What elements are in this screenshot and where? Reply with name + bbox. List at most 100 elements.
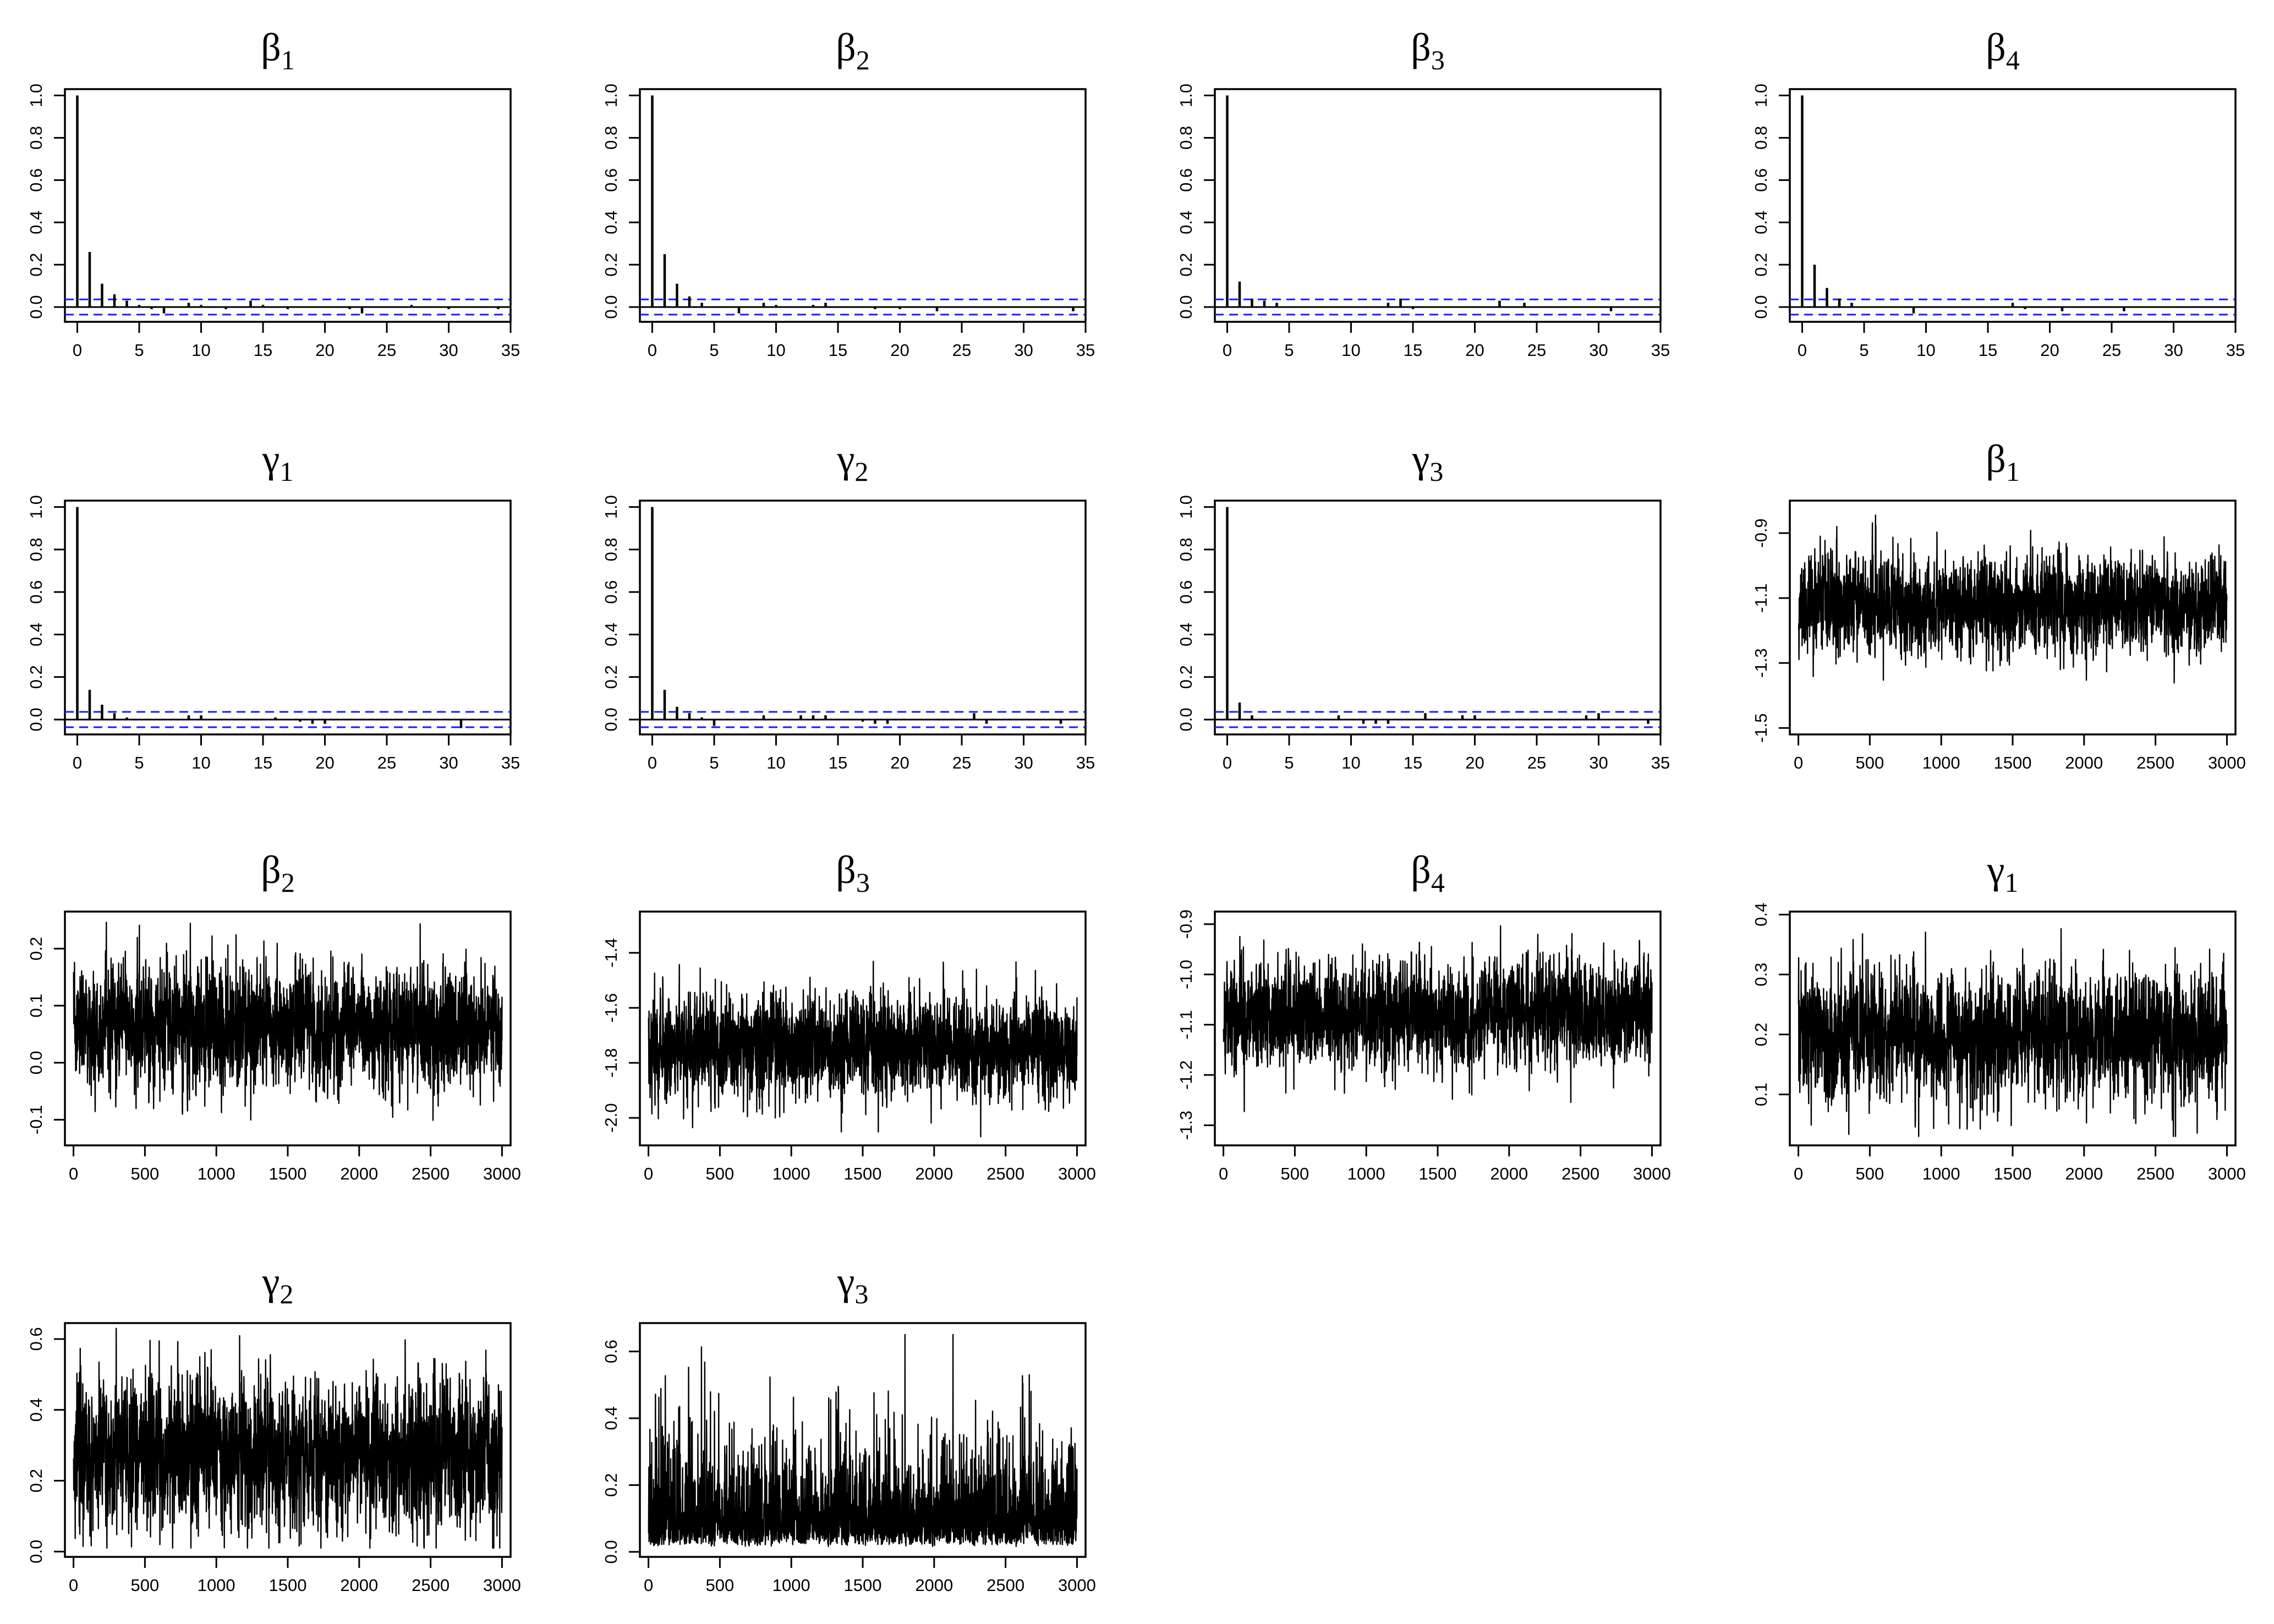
x-tick-label: 1500: [1419, 1164, 1457, 1183]
panel-title: β4: [1986, 25, 2020, 75]
x-tick-label: 0: [1798, 341, 1807, 360]
x-tick-label: 30: [1014, 753, 1033, 772]
x-tick-label: 3000: [2208, 1164, 2246, 1183]
y-tick-label: 0.8: [26, 126, 46, 150]
x-tick-label: 1500: [269, 1164, 307, 1183]
x-tick-label: 35: [1076, 753, 1095, 772]
x-tick-label: 5: [1284, 753, 1294, 772]
x-tick-label: 2000: [340, 1576, 378, 1595]
y-tick-label: 0.2: [1176, 253, 1196, 277]
x-tick-label: 1000: [1922, 753, 1960, 772]
panel-title-symbol: γ: [262, 1259, 280, 1303]
y-tick-label: 0.6: [1176, 580, 1196, 604]
x-tick-label: 20: [890, 341, 909, 360]
y-tick-label: 0.6: [601, 168, 621, 192]
y-tick-label: 0.0: [26, 1540, 46, 1563]
y-tick-label: 0.6: [26, 168, 46, 192]
y-tick-label: 0.0: [601, 707, 621, 731]
x-tick-label: 500: [1856, 1164, 1884, 1183]
panel-title-subscript: 1: [281, 45, 295, 75]
x-tick-label: 2500: [987, 1164, 1024, 1183]
x-tick-label: 30: [1014, 341, 1033, 360]
panel-title-symbol: γ: [1987, 848, 2005, 892]
y-tick-label: 0.6: [601, 1340, 621, 1363]
y-tick-label: 0.6: [1176, 168, 1196, 192]
panel-title-subscript: 1: [2004, 867, 2018, 898]
y-tick-label: 0.2: [1751, 253, 1771, 277]
trace-series: [73, 1327, 503, 1549]
x-tick-label: 1500: [844, 1576, 882, 1595]
x-tick-label: 1000: [772, 1164, 810, 1183]
y-tick-label: 0.0: [601, 1540, 621, 1563]
panel-title-symbol: β: [1986, 437, 2006, 481]
x-tick-label: 15: [1404, 753, 1422, 772]
panel-title-subscript: 2: [856, 45, 870, 75]
y-tick-label: 0.8: [26, 537, 46, 561]
x-tick-label: 5: [709, 341, 719, 360]
panel-7: γ30 5 10 15 20 25 30 350.00.20.40.60.81.0: [1176, 437, 1670, 772]
x-tick-label: 35: [501, 341, 520, 360]
y-tick-label: 0.2: [26, 1469, 46, 1493]
panel-title-subscript: 1: [2006, 456, 2020, 487]
x-tick-label: 10: [1916, 341, 1935, 360]
y-tick-label: 0.0: [1176, 295, 1196, 319]
y-tick-label: 0.4: [1176, 211, 1196, 234]
panel-title: β4: [1411, 848, 1445, 898]
panel-12: γ1 0 500 1000 1500 2000 2500 3000 0.1 0.2 0.3 0.4: [1751, 848, 2246, 1183]
panel-title-symbol: γ: [1412, 437, 1430, 481]
x-tick-label: 30: [1589, 341, 1608, 360]
x-tick-label: 10: [1341, 341, 1360, 360]
panel-title: β1: [261, 25, 295, 75]
y-tick-label: 0.2: [26, 937, 46, 961]
plot-frame: [1214, 500, 1662, 736]
y-tick-label: 0.2: [601, 1473, 621, 1497]
x-tick-label: 500: [131, 1164, 160, 1183]
panel-1: β10 5 10 15 20 25 30 350.00.20.40.60.81.0: [26, 25, 520, 360]
x-tick-label: 35: [1651, 341, 1670, 360]
x-tick-label: 15: [829, 341, 847, 360]
panel-4: β4 0 5 10 15 20 25 30 35 0.0 0.2 0.4 0.6 0.8 1.0: [1751, 25, 2245, 360]
x-tick-label: 15: [1404, 341, 1422, 360]
y-tick-label: 0.2: [601, 253, 621, 277]
x-tick-label: 20: [315, 753, 334, 772]
plot-frame: [64, 500, 512, 736]
x-tick-label: 2000: [340, 1164, 378, 1183]
x-tick-label: 30: [439, 753, 458, 772]
x-tick-label: 0: [1219, 1164, 1228, 1183]
y-tick-label: 0.4: [601, 211, 621, 234]
y-tick-label: 0.8: [601, 537, 621, 561]
x-tick-label: 3000: [1058, 1576, 1096, 1595]
x-tick-label: 500: [1281, 1164, 1309, 1183]
panel-title: γ2: [837, 437, 869, 487]
x-tick-label: 10: [766, 753, 785, 772]
x-tick-label: 1500: [844, 1164, 882, 1183]
y-tick-label: 1.0: [26, 495, 46, 519]
y-tick-label: -0.1: [26, 1105, 46, 1134]
y-tick-label: -1.0: [1176, 960, 1196, 989]
y-tick-label: 1.0: [26, 84, 46, 107]
panel-title-symbol: β: [261, 25, 281, 69]
plot-frame: [639, 88, 1087, 323]
panel-title: β2: [261, 848, 295, 898]
x-tick-label: 2500: [1561, 1164, 1599, 1183]
x-tick-label: 0: [1223, 341, 1232, 360]
y-tick-label: 0.0: [26, 707, 46, 731]
trace-series: [73, 921, 503, 1121]
panel-title-subscript: 2: [281, 867, 295, 898]
y-tick-label: 0.8: [601, 126, 621, 150]
y-tick-label: -0.9: [1751, 518, 1771, 547]
x-tick-label: 0: [69, 1164, 78, 1183]
y-tick-label: 0.0: [1176, 707, 1196, 731]
y-tick-label: 0.3: [1751, 963, 1771, 986]
panel-title-symbol: γ: [837, 437, 855, 481]
panel-title-symbol: γ: [262, 437, 280, 481]
x-tick-label: 0: [73, 341, 82, 360]
x-tick-label: 2500: [2136, 753, 2174, 772]
y-tick-label: 0.0: [601, 295, 621, 319]
plot-frame: [1789, 88, 2237, 323]
y-tick-label: 0.8: [1751, 126, 1771, 150]
panel-title: γ1: [262, 437, 294, 487]
x-tick-label: 25: [377, 753, 396, 772]
y-tick-label: 0.1: [1751, 1083, 1771, 1106]
x-tick-label: 1500: [1994, 753, 2032, 772]
